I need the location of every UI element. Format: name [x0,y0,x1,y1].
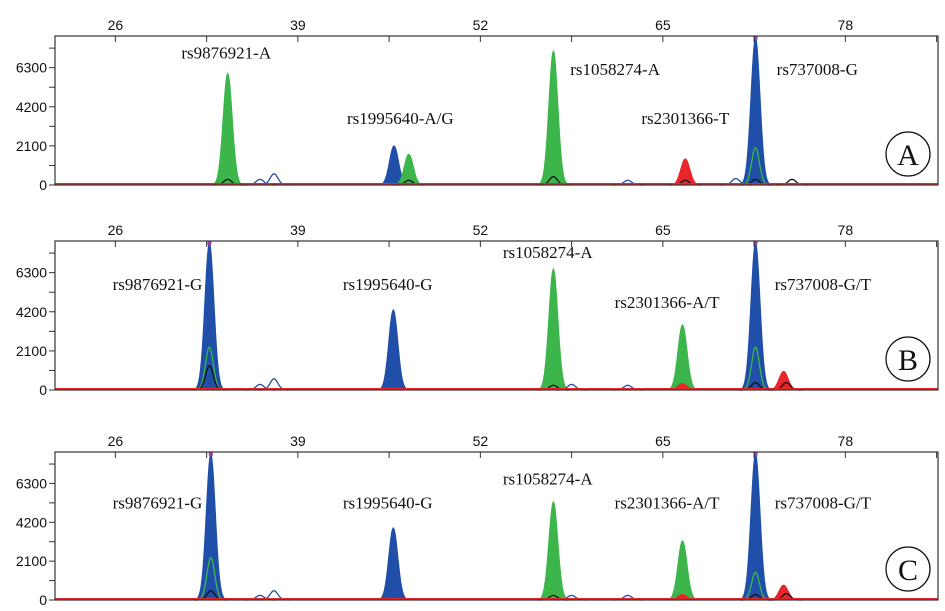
peak-label: rs2301366-A/T [615,494,720,513]
panel-letter-circle [885,336,931,382]
peak-blue-71.6 [737,36,774,186]
peak-green-66.4 [664,323,701,391]
y-tick-label: 2100 [16,343,47,359]
peak-label: rs1995640-G [343,275,433,294]
peak-label: rs737008-G [777,60,858,79]
plot-frame [54,451,939,601]
x-tick-label: 39 [290,222,306,238]
peak-label: rs2301366-A/T [615,293,720,312]
y-tick-label: 6300 [16,475,47,491]
plot-frame [54,35,939,186]
y-tick-label: 6300 [16,265,47,281]
saturation-marker [208,451,213,456]
peak-label: rs1058274-A [503,470,593,489]
saturation-marker [753,451,758,456]
peak-blue-45.8 [375,526,412,601]
peak-blue-32.8 [192,452,229,601]
peak-label: rs9876921-G [113,494,203,513]
x-tick-label: 78 [838,433,854,449]
panel-letter-circle [885,546,931,592]
y-tick-label: 2100 [16,138,47,154]
saturation-marker [753,35,758,40]
x-tick-label: 65 [655,433,671,449]
y-tick-label: 0 [39,382,47,398]
peak-label: rs1058274-A [503,243,593,262]
peak-red-66.6 [667,158,704,186]
panel-letter: C [898,554,918,587]
x-tick-label: 78 [838,222,854,238]
peak-label: rs1995640-A/G [347,109,454,128]
panel-letter: A [897,139,919,172]
plot-frame [54,240,939,391]
peak-green-57.2 [535,500,572,601]
x-tick-label: 52 [473,433,489,449]
y-tick-label: 0 [39,592,47,608]
y-tick-label: 4200 [16,514,47,530]
y-tick-label: 4200 [16,99,47,115]
x-tick-label: 78 [838,17,854,33]
panel-letter-circle [885,131,931,177]
peak-blue-71.6 [737,241,774,391]
peak-green-57.2 [535,49,572,186]
x-tick-label: 39 [290,17,306,33]
peak-label: rs1058274-A [570,60,660,79]
x-tick-label: 26 [108,433,124,449]
peak-label: rs9876921-G [113,275,203,294]
peak-green-66.4 [664,539,701,601]
y-tick-label: 4200 [16,304,47,320]
x-tick-label: 26 [108,17,124,33]
panel-c: 26 39 52 65 78 0 2100 4200 6300 rs9876921-G rs1995… [16,433,939,608]
peak-blue-32.7 [191,241,228,391]
peak-label: rs737008-G/T [775,275,872,294]
peak-red-73.6 [765,370,802,391]
peak-blue-45.8 [375,308,412,391]
peak-label: rs2301366-T [641,109,729,128]
panel-letter: B [898,344,918,377]
saturation-marker [753,240,758,245]
peak-label: rs737008-G/T [775,494,872,513]
panel-a: 26 39 52 65 78 0 2100 4200 6300 rs9876921-A rs1995… [16,17,939,193]
peak-green-57.2 [535,267,572,391]
y-tick-label: 2100 [16,553,47,569]
x-tick-label: 65 [655,222,671,238]
x-tick-label: 39 [290,433,306,449]
peak-label: rs1995640-G [343,494,433,513]
x-tick-label: 52 [473,17,489,33]
x-tick-label: 65 [655,17,671,33]
panel-b: 26 39 52 65 78 0 2100 4200 6300 rs9876921-G rs1995… [16,222,939,398]
peak-red-73.6 [765,584,802,601]
x-tick-label: 26 [108,222,124,238]
peak-blue-71.6 [737,452,774,601]
peak-label: rs9876921-A [181,43,271,62]
x-tick-label: 52 [473,222,489,238]
y-tick-label: 6300 [16,60,47,76]
peak-green-34 [209,71,246,186]
y-tick-label: 0 [39,177,47,193]
saturation-marker [207,240,212,245]
